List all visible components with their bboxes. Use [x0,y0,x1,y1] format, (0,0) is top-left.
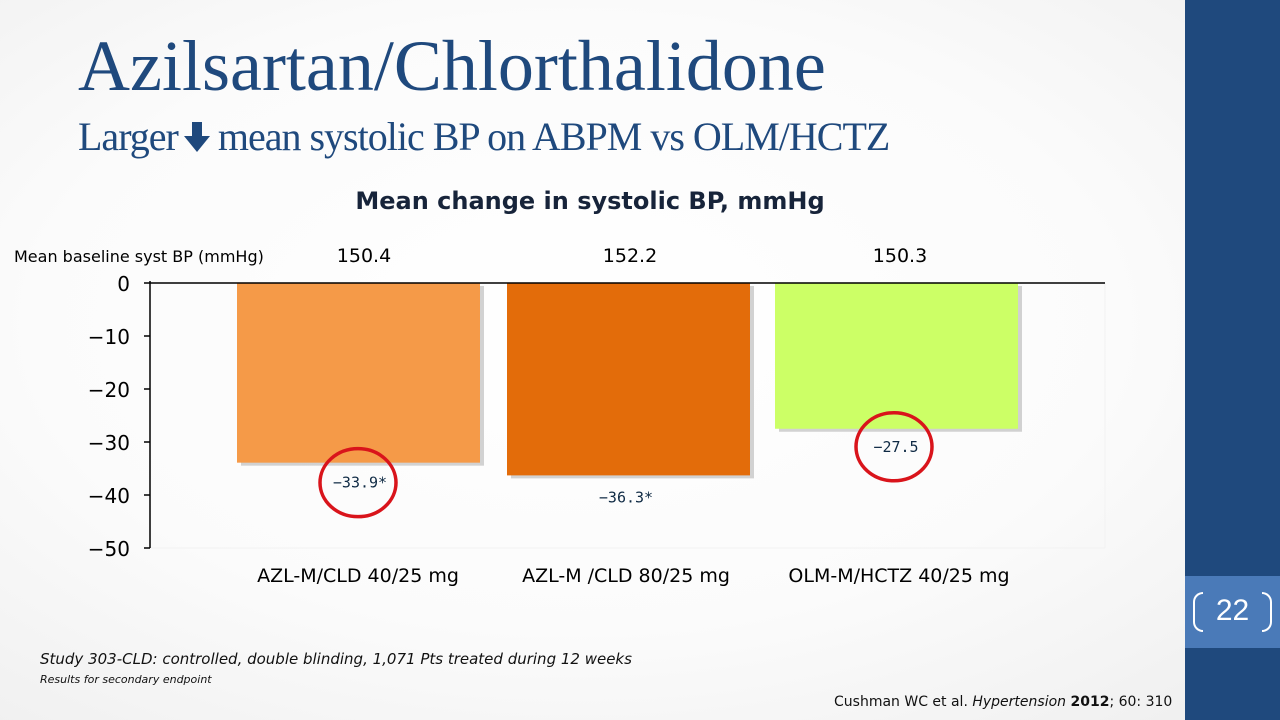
subtitle-before: Larger [78,114,179,159]
highlight-circle [854,411,934,483]
citation-rest: ; 60: 310 [1109,694,1173,710]
citation-year: 2012 [1070,694,1110,710]
y-tick-label: −10 [88,325,130,349]
y-tick-label: 0 [117,272,130,296]
citation-authors: Cushman WC et al. [834,694,973,710]
category-label: OLM-M/HCTZ 40/25 mg [788,565,1009,587]
bar-2 [507,283,750,476]
baseline-label: Mean baseline syst BP (mmHg) [14,247,264,266]
value-label: −33.9* [333,474,387,492]
value-label: −27.5 [873,438,918,456]
page-number: 22 [1215,594,1250,627]
page-number-box: 22 [1185,576,1280,648]
baseline-value: 150.3 [873,245,927,267]
y-tick-label: −40 [88,484,130,508]
down-arrow-icon [182,116,212,166]
y-tick-label: −50 [88,537,130,561]
y-tick-label: −20 [88,378,130,402]
study-footnote: Study 303-CLD: controlled, double blindi… [40,650,632,668]
y-tick-label: −30 [88,431,130,455]
citation-journal: Hypertension [972,694,1067,710]
bar-3 [775,283,1018,429]
baseline-value: 150.4 [337,245,391,267]
slide-subtitle: Larger mean systolic BP on ABPM vs OLM/HC… [78,112,890,166]
bar-1 [237,283,480,463]
left-bracket-icon [1193,592,1203,632]
subtitle-after: mean systolic BP on ABPM vs OLM/HCTZ [217,114,890,159]
highlight-circle [318,446,398,519]
value-label: −36.3* [599,488,653,506]
slide-title: Azilsartan/Chlorthalidone [78,26,826,106]
chart-title: Mean change in systolic BP, mmHg [355,187,824,215]
citation: Cushman WC et al. Hypertension 2012; 60:… [834,694,1172,710]
endpoint-footnote: Results for secondary endpoint [40,673,212,686]
baseline-value: 152.2 [603,245,657,267]
category-label: AZL-M/CLD 40/25 mg [257,565,459,587]
category-label: AZL-M /CLD 80/25 mg [522,565,730,587]
